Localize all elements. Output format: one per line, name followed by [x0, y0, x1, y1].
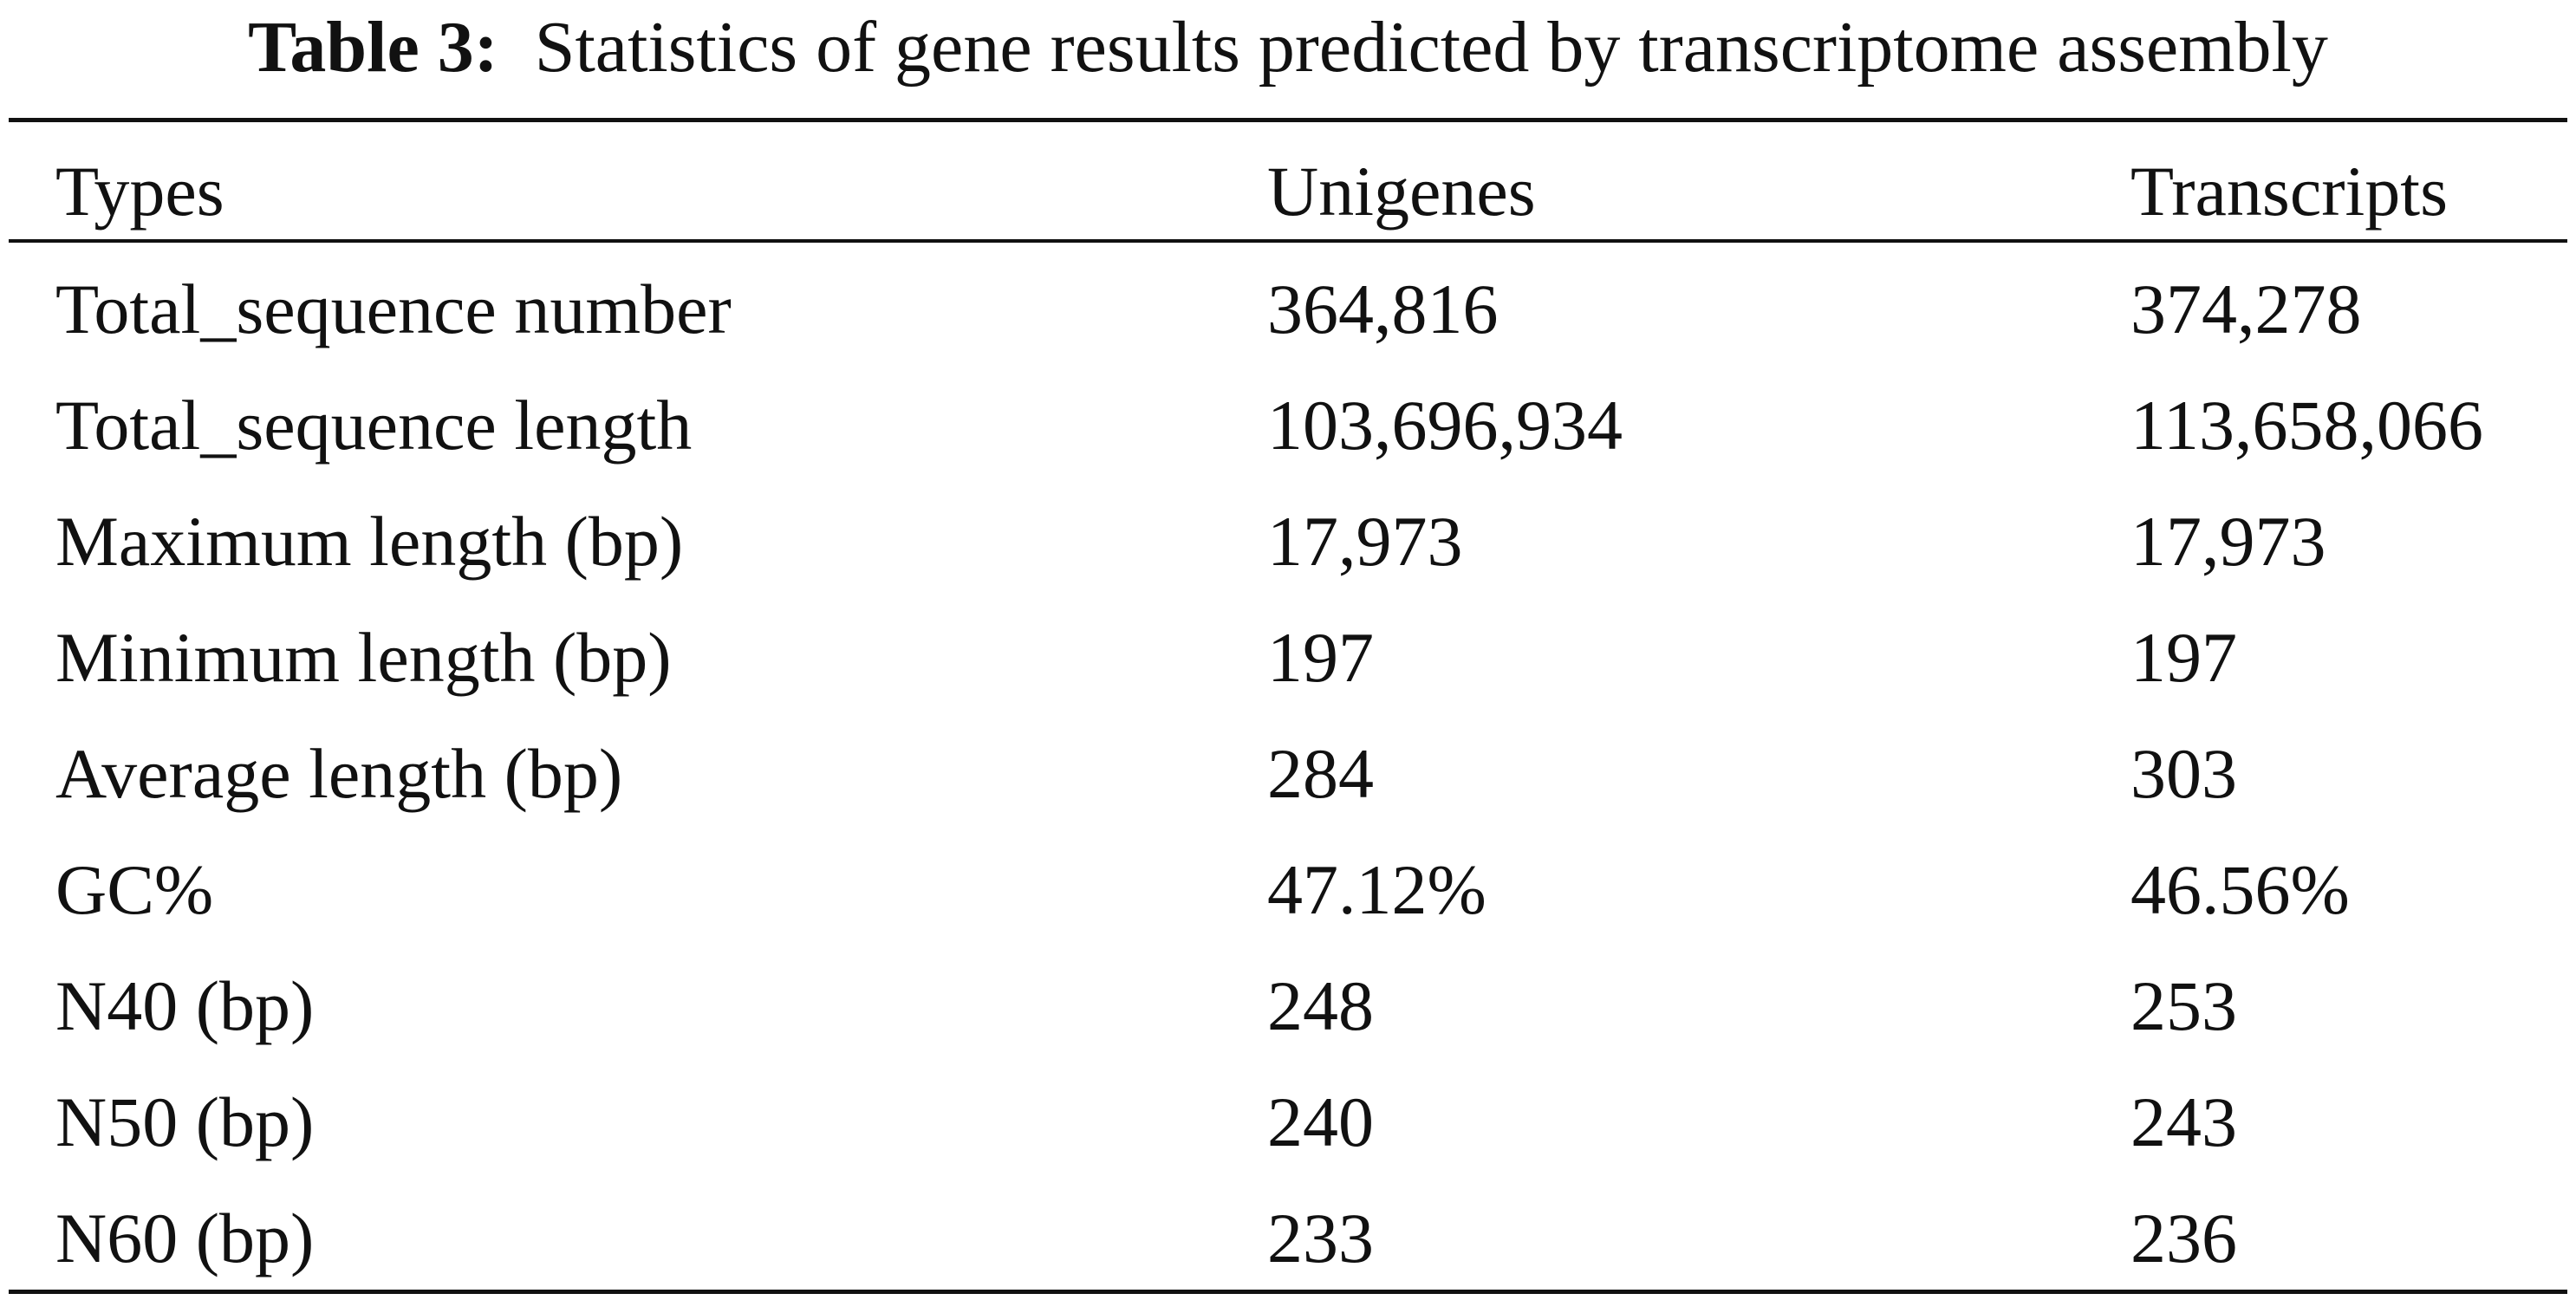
table-row: N60 (bp) 233 236: [0, 1180, 2576, 1297]
table-row: N40 (bp) 248 253: [0, 948, 2576, 1064]
table-title: Statistics of gene results predicted by …: [534, 7, 2328, 88]
table-row: GC% 47.12% 46.56%: [0, 832, 2576, 948]
unigenes-cell: 364,816: [1267, 270, 1499, 348]
column-header-transcripts: Transcripts: [2130, 152, 2448, 231]
row-type-cell: GC%: [55, 850, 214, 929]
row-type-cell: Average length (bp): [55, 734, 623, 813]
table-row: Total_sequence length 103,696,934 113,65…: [0, 367, 2576, 484]
row-type-cell: Total_sequence length: [55, 386, 693, 465]
unigenes-cell: 17,973: [1267, 502, 1463, 581]
row-type-cell: Minimum length (bp): [55, 618, 672, 697]
unigenes-cell: 103,696,934: [1267, 386, 1623, 465]
table-label: Table 3:: [248, 7, 498, 88]
table-row: Total_sequence number 364,816 374,278: [0, 251, 2576, 367]
row-type-cell: N50 (bp): [55, 1082, 315, 1161]
transcripts-cell: 303: [2130, 734, 2237, 813]
bottom-rule: [9, 1290, 2567, 1294]
transcripts-cell: 197: [2130, 618, 2237, 697]
transcripts-cell: 113,658,066: [2130, 386, 2483, 465]
column-header-unigenes: Unigenes: [1267, 152, 1536, 231]
transcripts-cell: 243: [2130, 1082, 2237, 1161]
top-rule: [9, 118, 2567, 122]
transcripts-cell: 374,278: [2130, 270, 2362, 348]
table-row: Minimum length (bp) 197 197: [0, 600, 2576, 716]
unigenes-cell: 248: [1267, 966, 1374, 1045]
table-caption: Table 3: Statistics of gene results pred…: [0, 0, 2576, 95]
row-type-cell: N60 (bp): [55, 1199, 315, 1277]
table-row: N50 (bp) 240 243: [0, 1064, 2576, 1180]
unigenes-cell: 47.12%: [1267, 850, 1486, 929]
table-row: Average length (bp) 284 303: [0, 716, 2576, 832]
header-rule: [9, 239, 2567, 243]
unigenes-cell: 233: [1267, 1199, 1374, 1277]
unigenes-cell: 284: [1267, 734, 1374, 813]
column-header-types: Types: [55, 152, 224, 231]
transcripts-cell: 253: [2130, 966, 2237, 1045]
transcripts-cell: 236: [2130, 1199, 2237, 1277]
row-type-cell: Maximum length (bp): [55, 502, 684, 581]
unigenes-cell: 240: [1267, 1082, 1374, 1161]
transcripts-cell: 17,973: [2130, 502, 2326, 581]
transcripts-cell: 46.56%: [2130, 850, 2350, 929]
unigenes-cell: 197: [1267, 618, 1374, 697]
table-row: Maximum length (bp) 17,973 17,973: [0, 484, 2576, 600]
row-type-cell: Total_sequence number: [55, 270, 732, 348]
table-header-row: Types Unigenes Transcripts: [0, 133, 2576, 250]
row-type-cell: N40 (bp): [55, 966, 315, 1045]
